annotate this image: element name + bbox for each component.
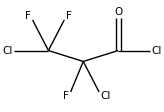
- Text: F: F: [66, 11, 72, 21]
- Text: F: F: [25, 11, 31, 21]
- Text: Cl: Cl: [151, 46, 161, 56]
- Text: F: F: [63, 91, 69, 101]
- Text: Cl: Cl: [2, 46, 12, 56]
- Text: Cl: Cl: [100, 91, 111, 101]
- Text: O: O: [114, 7, 122, 17]
